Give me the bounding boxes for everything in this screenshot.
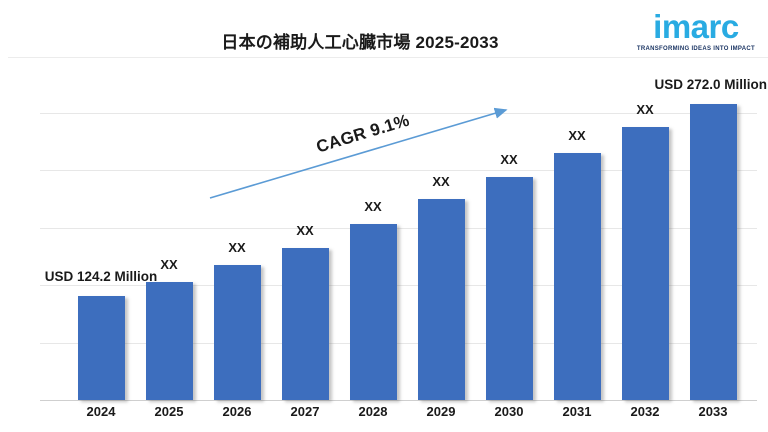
bar-2028 xyxy=(349,224,397,400)
bar-2024 xyxy=(77,296,125,400)
value-label-2024: USD 124.2 Million xyxy=(44,269,158,284)
x-tick-2033: 2033 xyxy=(698,404,728,419)
bar-2030 xyxy=(485,177,533,400)
bar-column-2028: XX xyxy=(339,32,407,400)
header-divider xyxy=(8,57,768,58)
x-axis-line xyxy=(40,400,757,401)
bar-2029 xyxy=(417,199,465,400)
bar-column-2025: XX xyxy=(135,32,203,400)
x-tick-2032: 2032 xyxy=(630,404,660,419)
bar-2025 xyxy=(145,282,193,400)
gridline xyxy=(40,342,757,344)
imarc-logo: imarc TRANSFORMING IDEAS INTO IMPACT xyxy=(637,10,755,52)
value-label-2026: XX xyxy=(228,240,246,255)
bar-2027 xyxy=(281,248,329,400)
bar-2031 xyxy=(553,153,601,400)
x-tick-2027: 2027 xyxy=(290,404,320,419)
gridline xyxy=(40,227,757,229)
bar-column-2029: XX xyxy=(407,32,475,400)
bar-2033 xyxy=(689,104,737,400)
bar-column-2024: USD 124.2 Million xyxy=(45,32,157,400)
imarc-logo-text: imarc xyxy=(653,8,739,45)
value-label-2032: XX xyxy=(636,102,654,117)
value-label-2033: USD 272.0 Million xyxy=(654,77,768,92)
value-label-2029: XX xyxy=(432,174,450,189)
x-tick-2029: 2029 xyxy=(426,404,456,419)
x-axis-labels: 2024 2025 2026 2027 2028 2029 2030 2031 2032 2033 xyxy=(67,404,747,419)
bars: USD 124.2 Million XX XX XX XX XX XX XX XX USD 272… xyxy=(45,32,767,400)
bar-column-2033: USD 272.0 Million xyxy=(654,32,767,400)
imarc-logo-tagline: TRANSFORMING IDEAS INTO IMPACT xyxy=(636,46,755,52)
value-label-2028: XX xyxy=(364,199,382,214)
value-label-2025: XX xyxy=(160,257,178,272)
gridline xyxy=(40,285,757,287)
bar-column-2027: XX xyxy=(271,32,339,400)
bar-column-2032: XX xyxy=(611,32,679,400)
x-tick-2024: 2024 xyxy=(86,404,116,419)
value-label-2030: XX xyxy=(500,152,518,167)
bar-2032 xyxy=(621,127,669,400)
x-tick-2030: 2030 xyxy=(494,404,524,419)
value-label-2031: XX xyxy=(568,128,586,143)
x-tick-2025: 2025 xyxy=(154,404,184,419)
bar-column-2026: XX xyxy=(203,32,271,400)
x-tick-2026: 2026 xyxy=(222,404,252,419)
x-tick-2028: 2028 xyxy=(358,404,388,419)
page-title: 日本の補助人工心臓市場 2025-2033 xyxy=(221,33,499,52)
bar-column-2031: XX xyxy=(543,32,611,400)
bar-2026 xyxy=(213,265,261,400)
x-tick-2031: 2031 xyxy=(562,404,592,419)
bar-column-2030: XX xyxy=(475,32,543,400)
value-label-2027: XX xyxy=(296,223,314,238)
